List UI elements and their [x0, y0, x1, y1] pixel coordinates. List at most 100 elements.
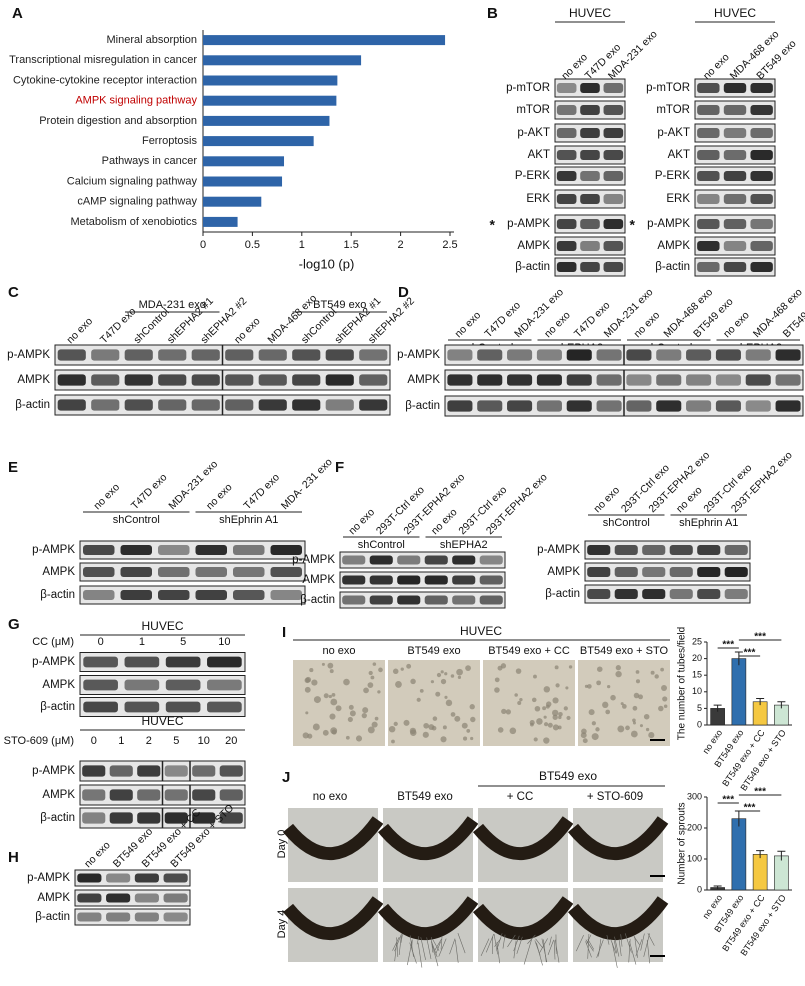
x-tick-label: 0 [200, 239, 206, 251]
bar [731, 658, 747, 726]
significance-label: *** [754, 787, 766, 798]
y-tick-label: 15 [692, 670, 702, 680]
error-bar [734, 651, 743, 666]
band [477, 349, 503, 361]
band [397, 575, 421, 585]
cell [335, 705, 342, 712]
band [745, 374, 771, 386]
band [656, 374, 682, 386]
row-label: AMPK [302, 574, 335, 586]
cell [534, 705, 541, 712]
band [697, 149, 720, 161]
cell [345, 735, 350, 740]
band [750, 240, 773, 252]
cell [582, 738, 588, 744]
row-label: β-actin [655, 261, 690, 273]
cell [400, 667, 404, 671]
cell [552, 724, 559, 731]
bar [203, 35, 446, 46]
band [109, 789, 133, 801]
aortic-ring [567, 896, 669, 940]
band [369, 575, 393, 585]
band [745, 349, 771, 361]
sprout [596, 939, 604, 958]
cell [558, 715, 562, 720]
band [697, 240, 720, 252]
band [165, 679, 201, 691]
cell [630, 730, 638, 738]
band [686, 400, 712, 412]
cell [551, 709, 559, 717]
sprout [585, 939, 594, 952]
row-label: AMPK [517, 240, 550, 252]
band [724, 588, 748, 600]
row-label: β-actin [35, 911, 70, 923]
band [158, 589, 190, 601]
blot-header: HUVEC [569, 6, 611, 20]
bar [203, 176, 283, 187]
sprout [536, 942, 543, 966]
blot-strip [79, 675, 246, 695]
row-label: mTOR [656, 104, 690, 116]
error-bar [756, 850, 765, 859]
cell [348, 704, 354, 710]
band [207, 656, 242, 668]
cell [566, 715, 571, 720]
aortic-ring [282, 896, 384, 940]
band [596, 349, 622, 361]
cell [430, 680, 435, 684]
band [580, 104, 600, 116]
row-label: β-actin [40, 812, 75, 824]
band [723, 170, 747, 182]
band [424, 595, 448, 605]
sprout [454, 939, 459, 963]
cell [432, 716, 438, 721]
sprout [507, 934, 516, 948]
error-bar [777, 850, 786, 861]
row-label: AMPK [407, 374, 440, 386]
cell [621, 704, 627, 709]
cell [625, 725, 630, 731]
band [158, 399, 187, 411]
band [723, 240, 747, 252]
error-bar [756, 697, 765, 706]
band [369, 555, 393, 565]
cell [494, 687, 500, 693]
cell [563, 706, 568, 711]
sprout [513, 940, 517, 959]
band [724, 566, 748, 578]
row-label: p-mTOR [506, 82, 550, 94]
cell [349, 710, 356, 717]
cell [442, 725, 447, 730]
cell [596, 666, 603, 672]
cell [588, 709, 595, 716]
band [447, 374, 473, 386]
band [124, 374, 153, 386]
row-label: β-actin [405, 400, 440, 412]
row-label: p-AMPK [32, 765, 75, 777]
cell [632, 718, 636, 723]
sprout [634, 936, 638, 958]
lane-label: 0 [98, 636, 104, 648]
band [191, 349, 220, 361]
cell [312, 723, 320, 731]
sprout [610, 939, 617, 954]
cell [620, 702, 624, 706]
band [106, 893, 131, 903]
band [603, 104, 624, 116]
row-label: p-AMPK [292, 554, 335, 566]
sprout [394, 940, 398, 962]
band [626, 374, 652, 386]
condition-label: CC (μM) [32, 636, 74, 648]
cell [361, 712, 367, 719]
cell [321, 662, 325, 666]
significance-label: *** [722, 640, 734, 651]
band [342, 575, 366, 585]
bar [203, 156, 285, 167]
cell [450, 712, 456, 717]
sprout [629, 941, 637, 965]
band [397, 555, 421, 565]
sprout [513, 935, 520, 952]
bar [203, 55, 362, 66]
sprout [502, 934, 506, 949]
